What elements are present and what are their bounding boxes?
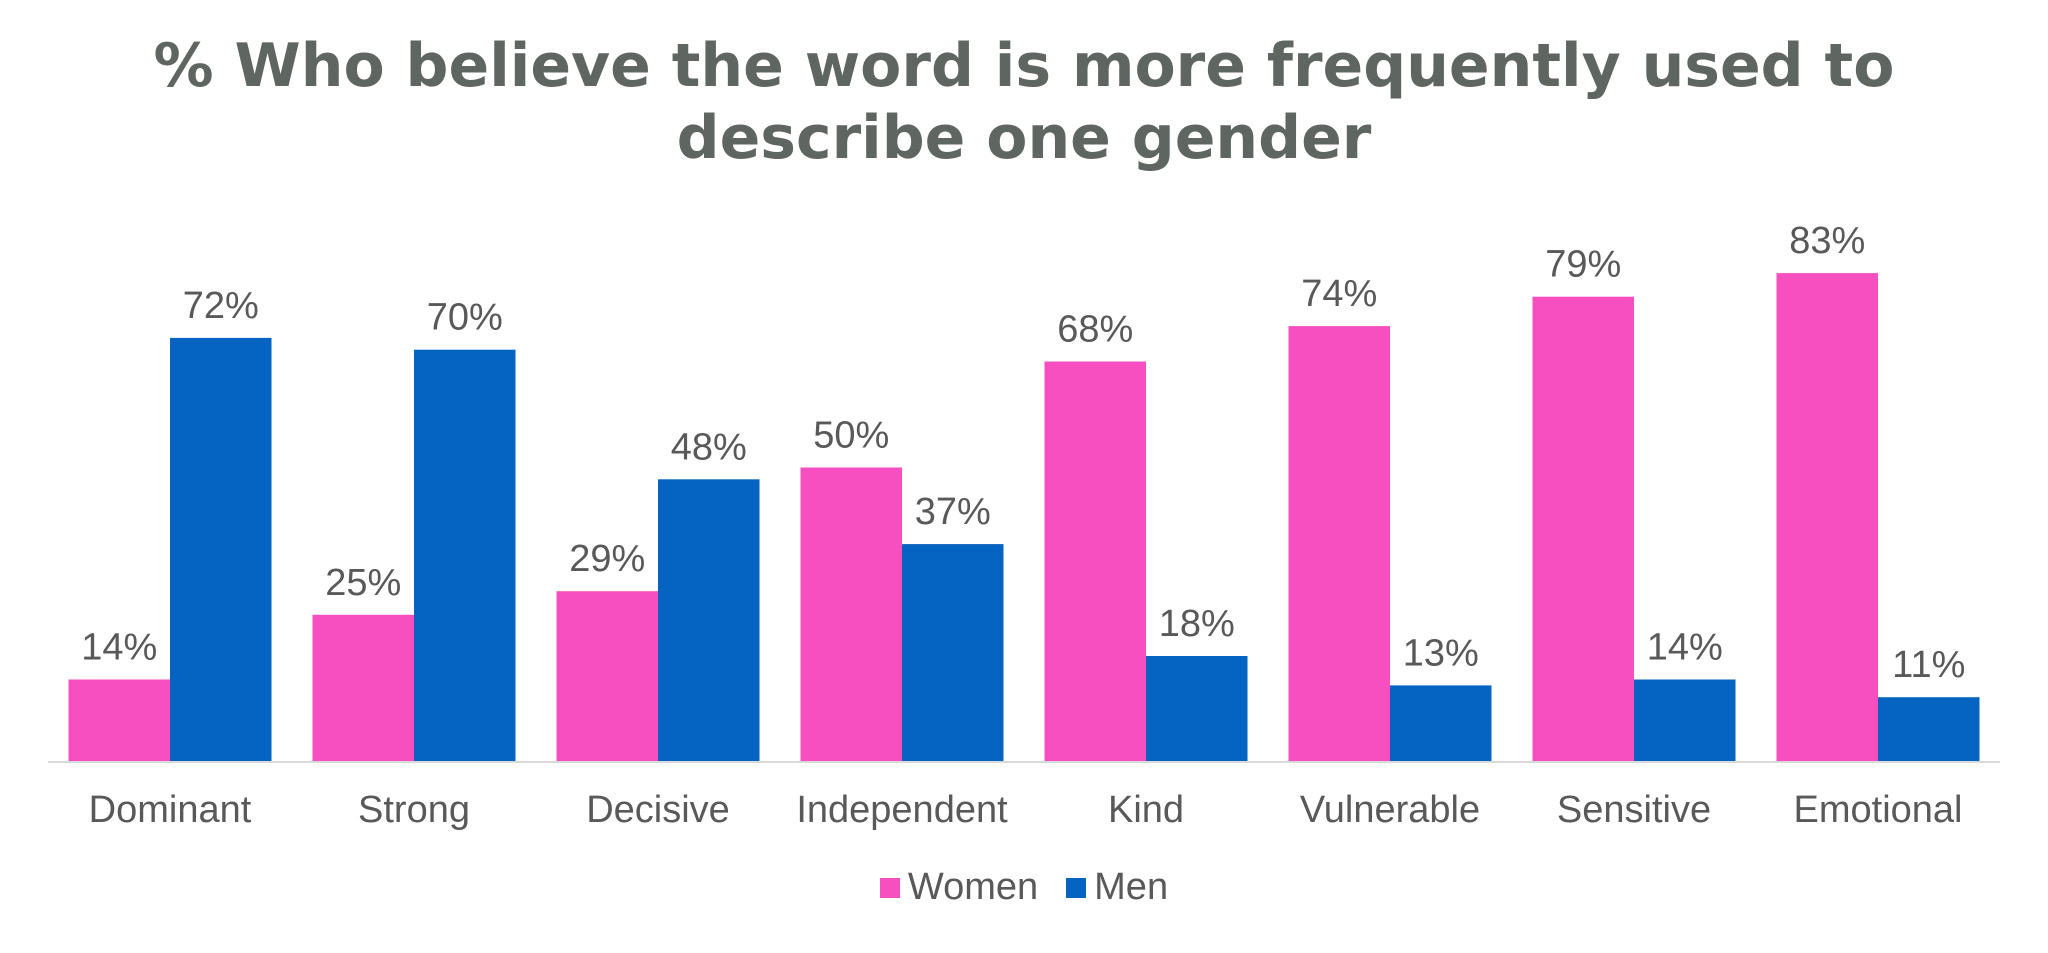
legend-item-women: Women — [879, 866, 1039, 909]
bar-women-vulnerable — [1288, 326, 1390, 762]
bar-women-decisive — [556, 591, 658, 762]
data-label-men-decisive: 48% — [671, 426, 747, 468]
data-label-men-emotional: 11% — [1892, 644, 1965, 686]
legend-label-men: Men — [1094, 866, 1169, 908]
data-label-men-dominant: 72% — [183, 285, 259, 327]
bar-men-vulnerable — [1390, 685, 1492, 762]
data-label-women-vulnerable: 74% — [1301, 273, 1377, 315]
category-label-decisive: Decisive — [586, 789, 730, 831]
category-label-kind: Kind — [1108, 789, 1184, 831]
data-label-men-kind: 18% — [1159, 603, 1235, 645]
legend-item-men: Men — [1066, 866, 1168, 909]
bar-men-independent — [902, 544, 1004, 762]
legend-swatch-men — [1066, 877, 1087, 898]
bar-men-kind — [1146, 656, 1248, 762]
category-label-independent: Independent — [796, 789, 1008, 831]
chart-title: % Who believe the word is more frequentl… — [0, 30, 2048, 174]
data-label-men-independent: 37% — [915, 491, 991, 533]
data-label-men-sensitive: 14% — [1647, 627, 1723, 669]
bar-men-strong — [414, 349, 516, 762]
labels-group: 14% 72% Dominant 25% 70% Strong 29% 48% Decisive… — [81, 220, 1965, 831]
data-label-men-strong: 70% — [427, 297, 503, 339]
legend-swatch-women — [879, 877, 900, 898]
legend: Women Men — [0, 866, 2048, 909]
chart-title-line-2: describe one gender — [676, 103, 1372, 173]
chart-title-line-1: % Who believe the word is more frequentl… — [153, 31, 1895, 101]
bar-men-decisive — [658, 479, 760, 762]
category-label-vulnerable: Vulnerable — [1300, 789, 1480, 831]
bar-women-sensitive — [1532, 296, 1634, 762]
bar-men-sensitive — [1634, 679, 1736, 762]
bar-women-independent — [800, 467, 902, 762]
category-label-strong: Strong — [358, 789, 470, 831]
data-label-women-decisive: 29% — [569, 538, 645, 580]
data-label-women-emotional: 83% — [1789, 220, 1865, 262]
bar-women-dominant — [68, 679, 170, 762]
data-label-women-strong: 25% — [325, 562, 401, 604]
bar-men-dominant — [170, 337, 272, 762]
bar-men-emotional — [1878, 697, 1980, 762]
category-label-sensitive: Sensitive — [1557, 789, 1711, 831]
bar-women-strong — [312, 614, 414, 763]
data-label-women-independent: 50% — [813, 415, 889, 457]
legend-label-women: Women — [907, 866, 1039, 908]
bars-group — [68, 273, 1980, 763]
category-label-emotional: Emotional — [1794, 789, 1963, 831]
data-label-women-dominant: 14% — [81, 627, 157, 669]
data-label-women-kind: 68% — [1057, 309, 1133, 351]
category-label-dominant: Dominant — [89, 789, 252, 831]
bar-women-kind — [1044, 361, 1146, 762]
data-label-men-vulnerable: 13% — [1403, 632, 1479, 674]
data-label-women-sensitive: 79% — [1545, 244, 1621, 286]
bar-women-emotional — [1776, 273, 1878, 762]
